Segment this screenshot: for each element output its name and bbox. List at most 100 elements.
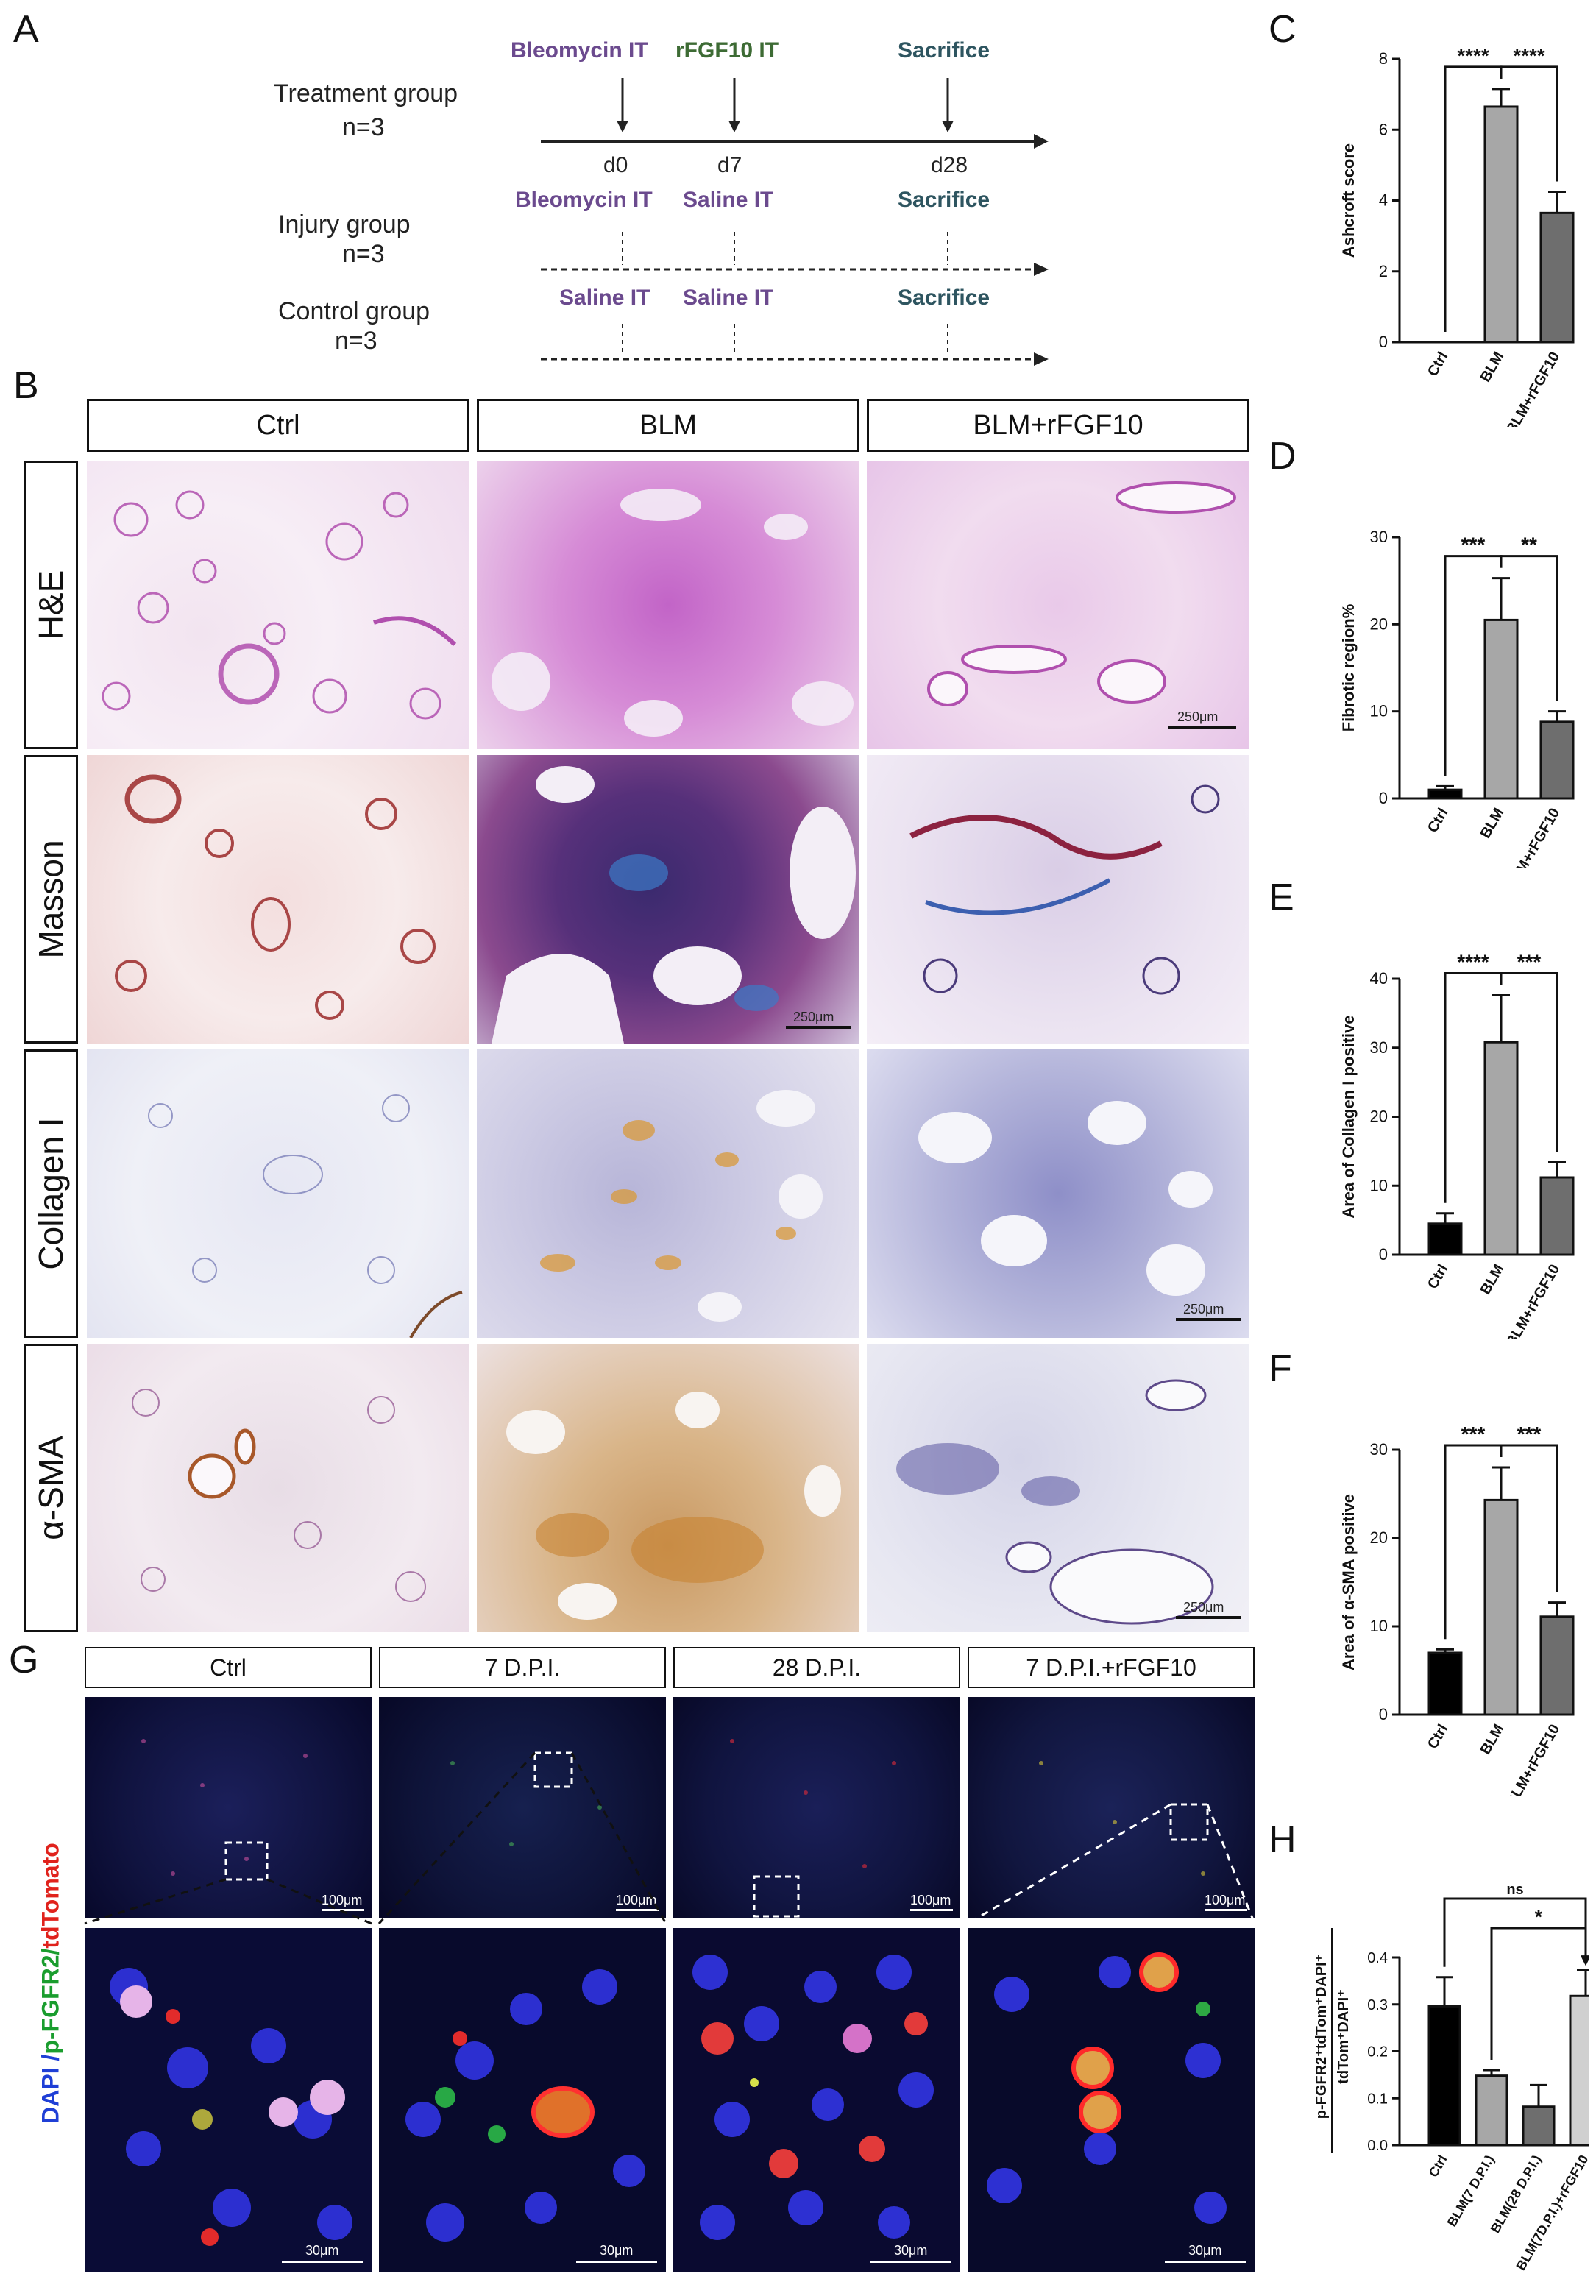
x-tick-label: Ctrl [1425,1722,1451,1752]
control-saline-1: Saline IT [559,286,650,310]
injury-bleomycin: Bleomycin IT [515,188,653,212]
scale-label: 100μm [910,1893,951,1907]
injury-saline: Saline IT [683,188,774,212]
fluor-col-7dpi: 7 D.P.I. [379,1647,666,1688]
significance-bracket: **** [1500,44,1558,182]
x-tick-label: BLM+rFGF10 [1503,1262,1564,1340]
x-tick-label: Ctrl [1425,1262,1451,1292]
group-n-control: n=3 [335,327,377,355]
injury-sacrifice: Sacrifice [898,188,990,212]
y-tick-label: 4 [1379,191,1388,210]
significance-line [1500,1444,1558,1592]
scale-bar [910,1909,953,1911]
y-tick-label: 0 [1379,1705,1388,1723]
fluor-zoom-7dpi-rfgf10: 30μm [968,1928,1255,2272]
scale-bar [1176,1318,1241,1321]
bar [1475,2074,1508,2147]
control-saline-2: Saline IT [683,286,774,310]
significance-line [1443,1897,1587,1967]
panel-label-a: A [13,8,39,51]
bar [1539,1176,1575,1256]
x-tick-label: BLM [1478,350,1508,386]
significance-label: ns [1506,1882,1523,1898]
x-tick-label: Ctrl [1425,806,1451,836]
fluor-overview-ctrl: 100μm [85,1697,372,1918]
bar [1427,788,1463,800]
y-tick-label: 0 [1379,1245,1388,1264]
hist-col-blm-rfgf10: BLM+rFGF10 [867,399,1249,452]
bar-chart-e: 0 10 20 30 40 Area of Collagen I positive Ctrl… [1339,951,1575,1340]
scale-label: 100μm [616,1893,657,1907]
x-tick-label: BLM [1478,1722,1508,1758]
timeline-diagram [541,78,1049,366]
scale-label: 30μm [305,2243,339,2258]
bar [1483,618,1519,800]
scale-label: 250μm [1183,1302,1224,1317]
group-n-injury: n=3 [342,240,385,268]
panel-label-f: F [1269,1347,1292,1390]
significance-bracket: *** [1500,1422,1558,1592]
fluor-col-ctrl: Ctrl [85,1647,372,1688]
micrograph-asma-ctrl [87,1344,469,1632]
x-tick-label: BLM+rFGF10 [1503,1722,1564,1796]
x-tick-label: BLM+rFGF10 [1503,806,1564,869]
fluor-col-28dpi: 28 D.P.I. [673,1647,960,1688]
scale-label: 30μm [600,2243,634,2258]
bar [1483,1041,1519,1256]
fluor-zoom-28dpi: 30μm [673,1928,960,2272]
bar [1427,2005,1461,2147]
group-label-injury: Injury group [278,210,411,238]
y-tick-label: 30 [1370,1440,1388,1459]
day-d28: d28 [931,153,968,177]
significance-label: *** [1461,1422,1486,1445]
y-tick-label: 20 [1370,614,1388,633]
fluor-overview-7dpi-rfgf10: 100μm [968,1697,1255,1918]
y-tick-label: 30 [1370,528,1388,546]
panel-label-b: B [13,364,39,407]
x-tick-label: BLM(28 D.P.I.) [1488,2152,1544,2236]
significance-line [1500,65,1558,182]
bar [1483,1498,1519,1716]
scale-bar [1176,1616,1241,1619]
scale-label: 30μm [894,2243,928,2258]
y-tick-label: 20 [1370,1108,1388,1126]
significance-line [1500,972,1558,1152]
x-tick-label: Ctrl [1425,350,1451,380]
panel-label-h: H [1269,1818,1297,1861]
x-tick-label: BLM [1478,806,1508,842]
significance-bracket: ns [1443,1882,1589,1967]
panel-label-g: G [9,1639,39,1682]
fluor-col-7dpi-rfgf10: 7 D.P.I.+rFGF10 [968,1647,1255,1688]
y-tick-label: 0.2 [1367,2044,1388,2061]
treatment-sacrifice: Sacrifice [898,38,990,63]
y-tick-label: 0.4 [1367,1950,1388,1966]
micrograph-asma-blm [477,1344,859,1632]
bar [1539,211,1575,344]
fluor-overview-7dpi: 100μm [379,1697,666,1918]
scale-label: 100μm [1205,1893,1246,1907]
y-axis-label-denominator: tdTom⁺DAPI⁺ [1336,1989,1352,2084]
day-d0: d0 [603,153,628,177]
y-axis-label: Ashcroft score [1339,144,1358,258]
scale-bar [282,2261,363,2263]
significance-bracket: *** [1500,951,1558,1152]
y-tick-label: 30 [1370,1038,1388,1057]
y-tick-label: 0.3 [1367,1997,1388,2013]
significance-bracket: ** [1500,534,1558,701]
fluor-zoom-ctrl: 30μm [85,1928,372,2272]
scale-label: 100μm [322,1893,363,1907]
y-tick-label: 10 [1370,1176,1388,1194]
panel-label-e: E [1269,876,1294,919]
y-tick-label: 40 [1370,969,1388,988]
fluor-overview-28dpi: 100μm [673,1697,960,1918]
micrograph-masson-ctrl [87,755,469,1044]
bar-chart-h: 0.0 0.1 0.2 0.3 0.4 p-FGFR2⁺tdTom⁺DAPI⁺ tdTom⁺… [1313,1882,1589,2272]
hist-row-he: H&E [24,461,78,749]
bar [1522,2105,1556,2147]
group-label-control: Control group [278,297,430,325]
hist-row-collagen: Collagen I [24,1049,78,1338]
day-d7: d7 [717,153,742,177]
bar [1569,1994,1589,2147]
y-tick-label: 20 [1370,1528,1388,1547]
